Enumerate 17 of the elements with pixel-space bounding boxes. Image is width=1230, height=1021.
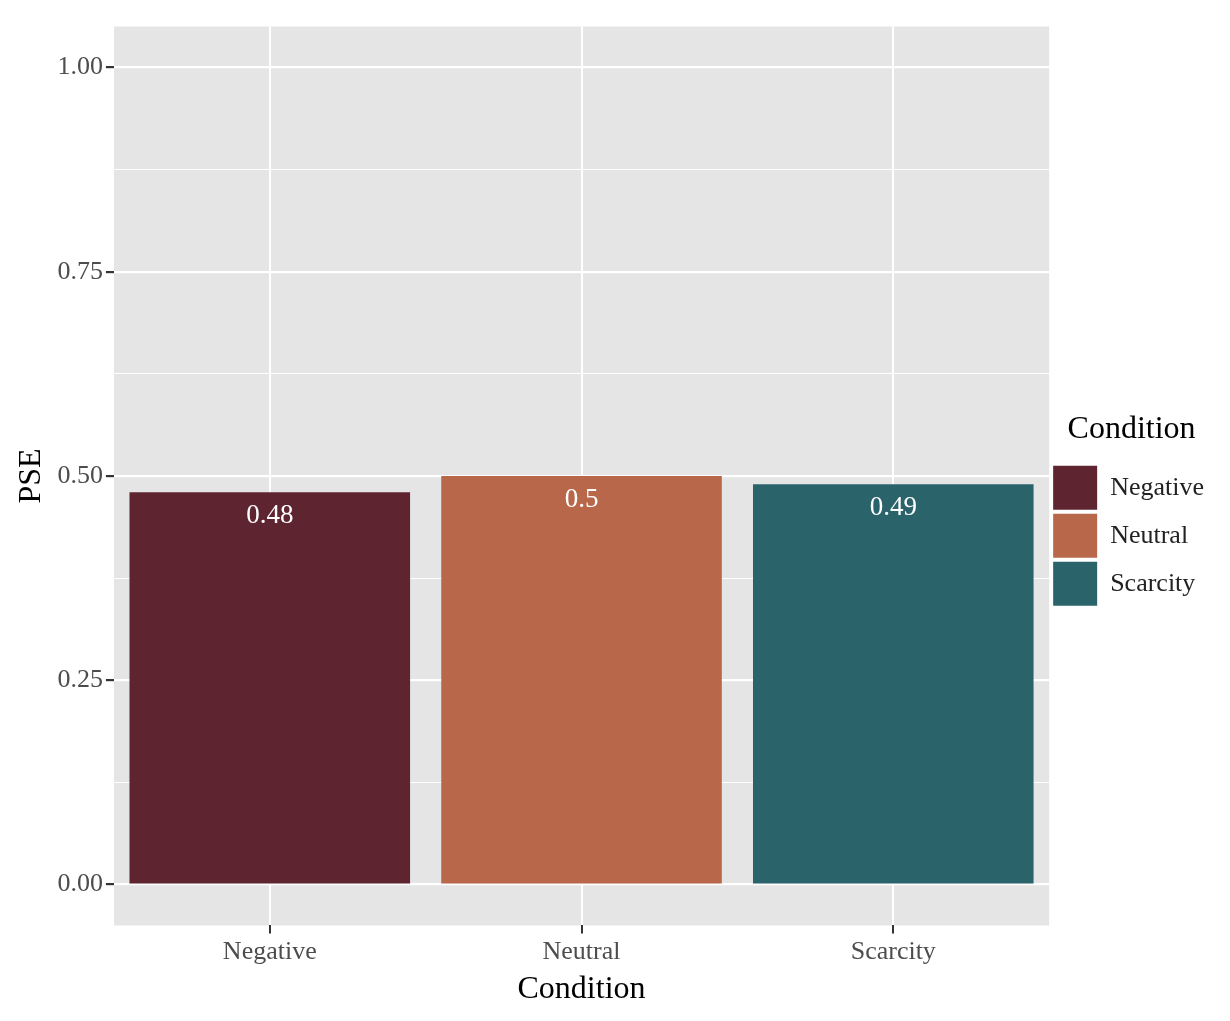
data-label: 0.49	[869, 490, 917, 521]
y-axis-title: PSE	[10, 448, 47, 504]
data-label: 0.48	[246, 498, 294, 529]
legend-label: Negative	[1110, 471, 1204, 501]
y-tick-label: 0.75	[57, 255, 103, 285]
x-tick-label: Scarcity	[850, 935, 936, 965]
y-tick-label: 0.00	[57, 868, 103, 898]
x-axis-title: Condition	[517, 969, 646, 1006]
legend-title: Condition	[1067, 408, 1196, 445]
data-label: 0.5	[564, 482, 599, 513]
legend-label: Neutral	[1110, 519, 1189, 549]
x-tick-label: Negative	[222, 935, 317, 965]
legend-label: Scarcity	[1110, 567, 1196, 597]
y-tick-label: 0.50	[57, 459, 103, 489]
x-tick-label: Neutral	[542, 935, 621, 965]
y-tick-label: 1.00	[57, 51, 103, 81]
y-tick-label: 0.25	[57, 664, 103, 694]
